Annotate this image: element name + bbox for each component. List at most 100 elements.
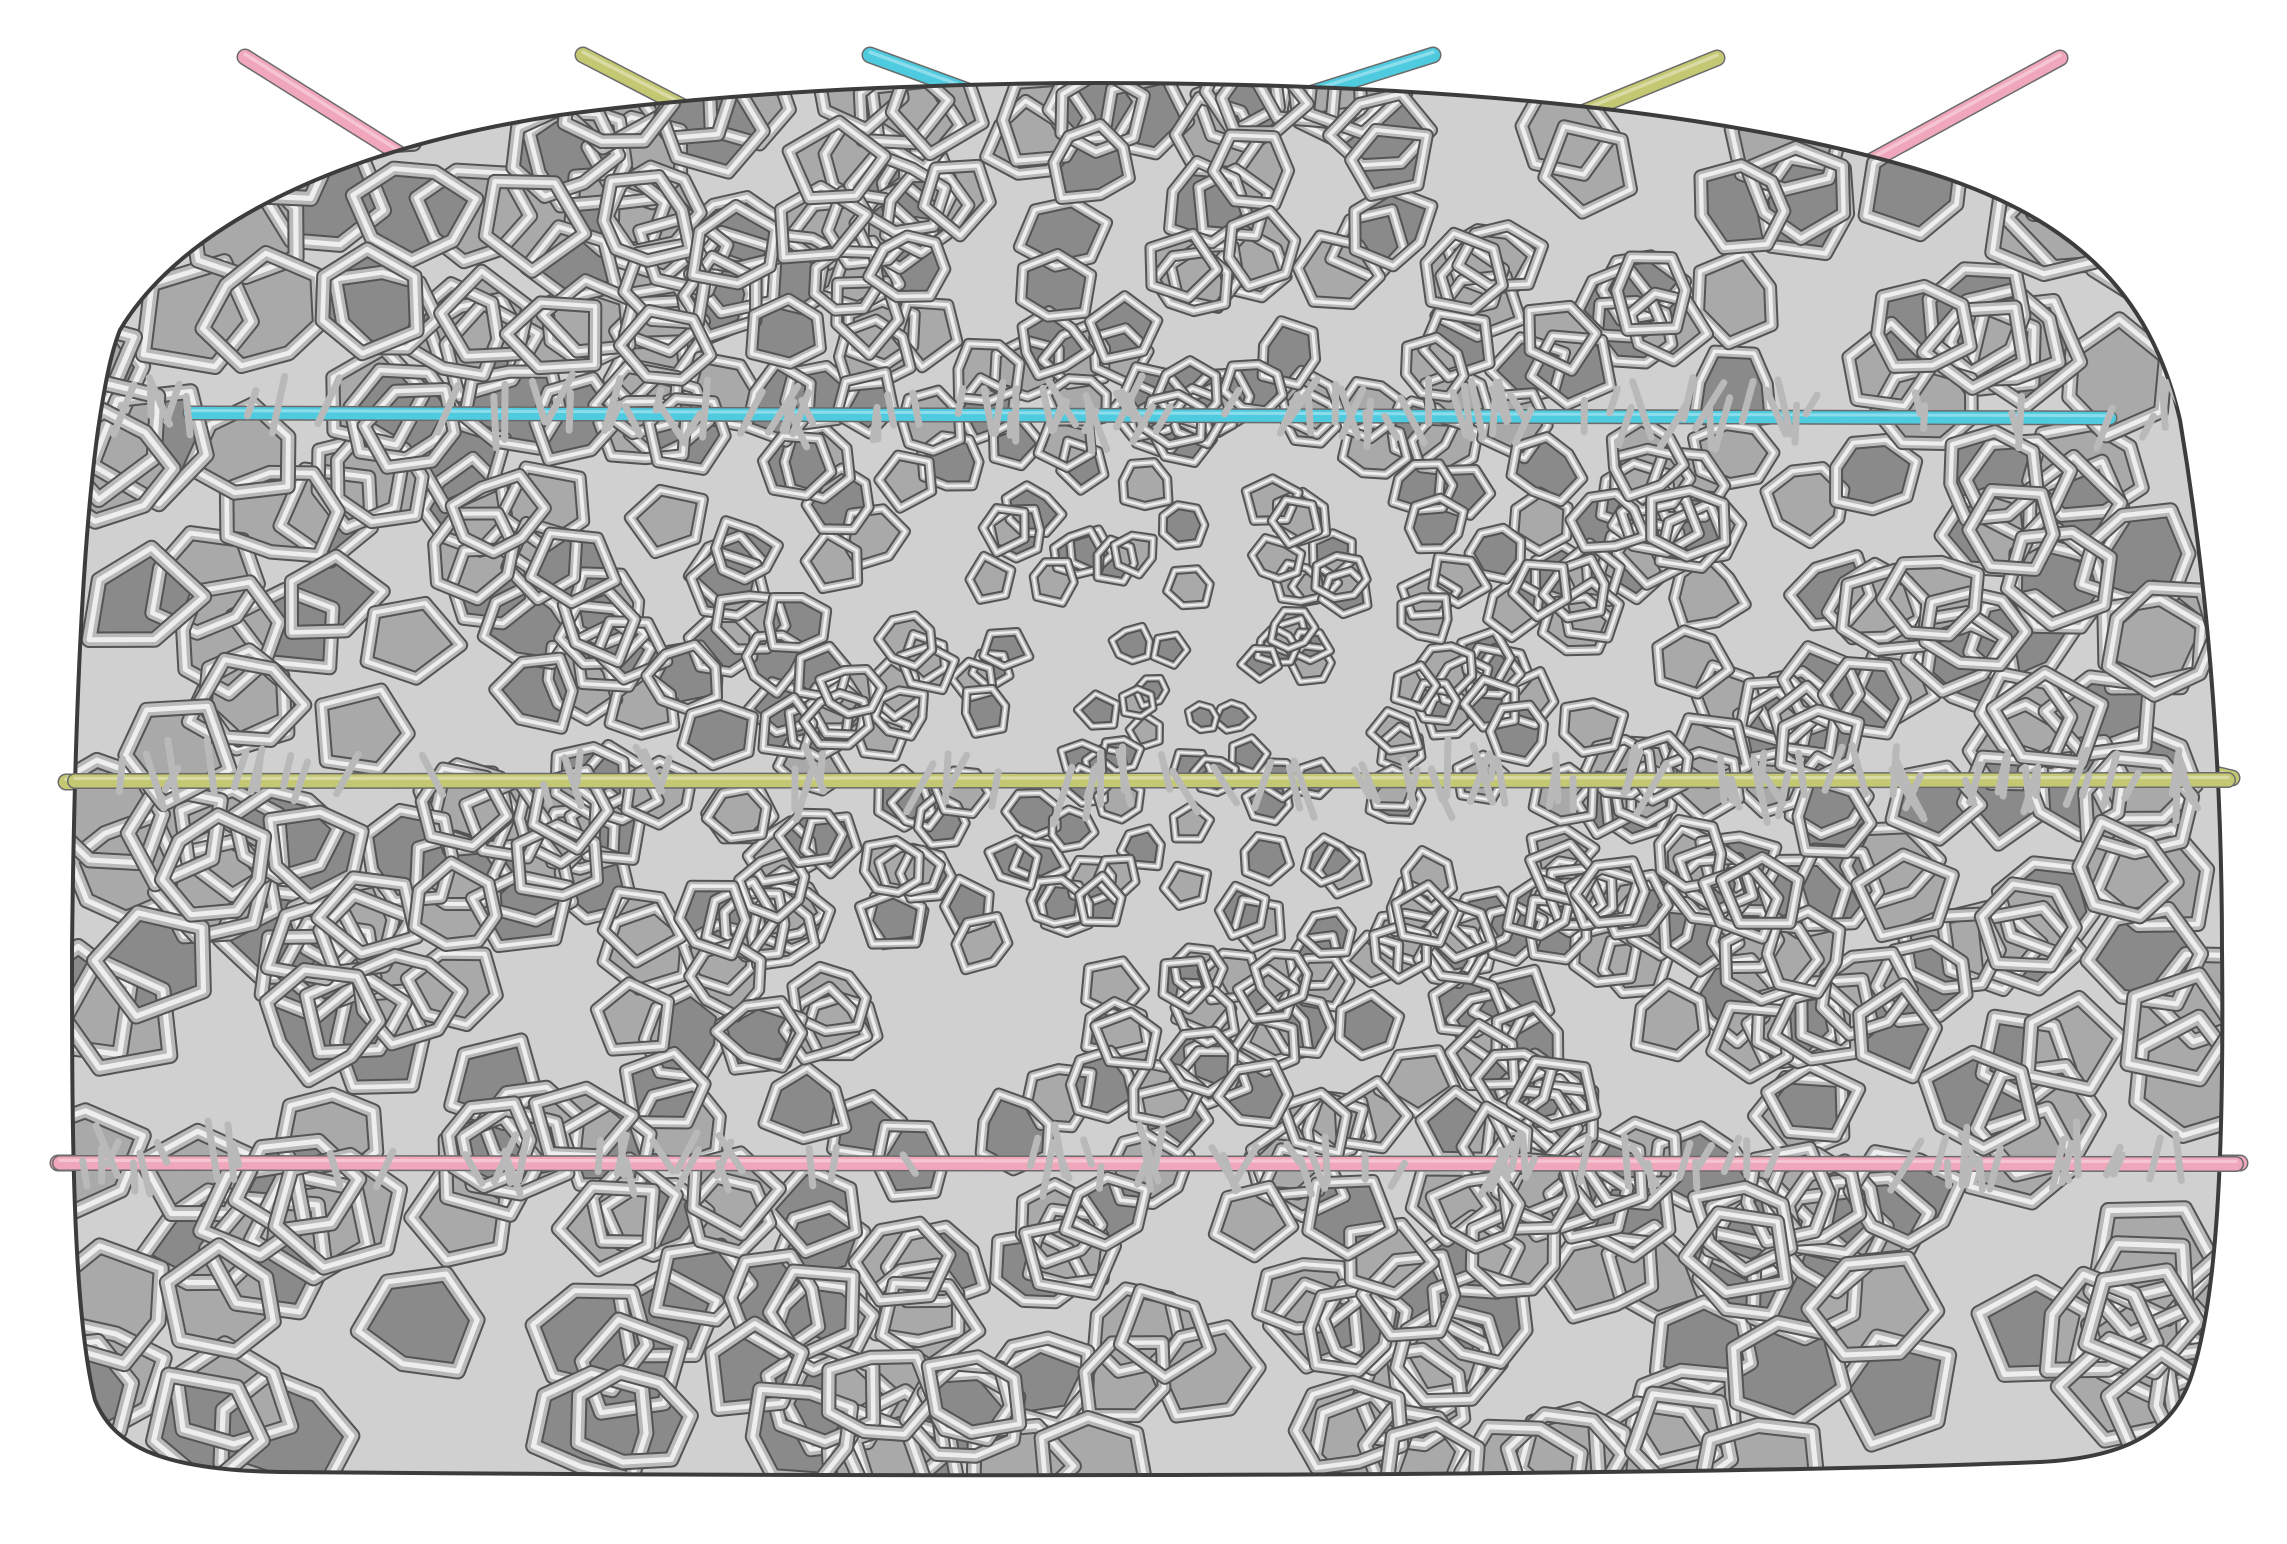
lattice-strut	[2032, 83, 2159, 199]
lattice-overlay-strut	[1095, 1163, 1105, 1192]
lattice-strut	[2144, 1409, 2223, 1476]
lattice-strut-shadow	[2158, 141, 2223, 259]
lattice-strut-highlight	[1165, 567, 1212, 607]
lattice-overlay-strut	[827, 1143, 840, 1183]
lattice-strut-highlight	[1593, 1401, 1719, 1476]
lattice-overlay-strut	[941, 750, 952, 806]
lattice-cell-hole	[171, 94, 296, 186]
lattice-strut-highlight	[1542, 124, 1633, 215]
lattice-strut-highlight	[950, 660, 995, 700]
lattice-overlay-strut	[253, 751, 264, 793]
lattice-overlay-strut	[2032, 763, 2042, 799]
lattice-cell-hole	[2153, 158, 2223, 254]
lattice-strut-highlight	[2146, 251, 2223, 363]
lattice-overlay-strut	[1911, 389, 1924, 418]
lattice-overlay-strut	[182, 392, 194, 439]
lattice-strut-highlight	[1765, 1063, 1862, 1138]
lattice-overlay-strut	[1621, 1133, 1632, 1190]
lattice-strut-shadow	[94, 89, 217, 202]
lattice-overlay-strut	[79, 1157, 91, 1190]
lattice-overlay-strut	[1363, 397, 1375, 451]
lattice-cell-hole	[2039, 83, 2153, 193]
lattice-strut-shadow	[2030, 83, 2161, 201]
lattice-strut-highlight	[1654, 1299, 1754, 1391]
lattice-strut-highlight	[2029, 116, 2137, 219]
lattice-cell-hole	[2032, 119, 2135, 217]
lattice-overlay-strut	[1943, 1159, 1953, 1189]
lattice-strut-highlight	[1595, 299, 1674, 365]
lattice-strut	[164, 87, 303, 193]
lattice-strut-highlight	[1980, 1014, 2073, 1102]
lattice-cell-hole	[103, 97, 209, 193]
lattice-strut-highlight	[964, 687, 1007, 736]
lattice-cell-hole	[2150, 1416, 2223, 1476]
lattice-strut-highlight	[72, 1320, 167, 1436]
lattice-overlay-strut	[1119, 743, 1128, 794]
lattice-strut	[2026, 112, 2141, 223]
lattice-strut-highlight	[100, 95, 211, 196]
lattice-overlay-strut	[2021, 763, 2034, 813]
lattice-overlay-strut	[594, 1136, 604, 1176]
lattice-strut-shadow	[2140, 245, 2223, 369]
lattice-overlay-strut	[1519, 1131, 1529, 1176]
lattice-overlay-strut	[565, 389, 574, 434]
lattice-strut-highlight	[218, 95, 338, 201]
lattice-strut-highlight	[1547, 1160, 1630, 1240]
lattice-cell-hole	[1162, 505, 1205, 546]
lattice-cell-hole	[2167, 149, 2223, 251]
lattice-strut-highlight	[993, 338, 1061, 399]
lattice-cell-hole	[2063, 126, 2165, 224]
lattice-strut	[2160, 143, 2223, 257]
lattice-strut-highlight	[1512, 490, 1570, 553]
lattice-strut-highlight	[2061, 123, 2168, 227]
lattice-cell-hole	[2069, 319, 2166, 436]
lattice-strut-highlight	[803, 531, 860, 590]
lattice-strut-highlight	[1107, 1131, 1191, 1206]
lattice-overlay-strut	[816, 750, 826, 783]
lattice-overlay-strut	[1958, 1123, 1971, 1189]
lattice-overlay-strut	[2073, 1118, 2082, 1179]
lattice-strut-highlight	[750, 895, 817, 967]
lattice-strut-highlight	[1449, 991, 1526, 1061]
lattice-overlay-strut	[699, 376, 712, 441]
lattice-strut-highlight	[1000, 83, 1092, 163]
lattice-overlay-strut	[490, 393, 500, 452]
lattice-overlay-strut	[573, 748, 584, 787]
lattice-strut-highlight	[72, 1108, 146, 1215]
lattice-rings	[72, 83, 2223, 1476]
lattice-strut-highlight	[526, 102, 628, 209]
lattice-overlay-strut	[1304, 393, 1315, 437]
lattice-overlay-strut	[2158, 375, 2169, 431]
lattice-strut-highlight	[1231, 736, 1269, 774]
lattice-cell-hole	[1019, 201, 1107, 267]
lattice-strut	[2057, 119, 2172, 231]
lattice-strut-highlight	[1460, 629, 1512, 687]
lattice-overlay-strut	[1692, 1158, 1701, 1192]
lattice-strut-highlight	[492, 656, 575, 731]
lattice-strut-highlight	[1092, 1286, 1182, 1374]
lattice-overlay-strut	[1716, 754, 1728, 805]
lattice-strut-highlight	[1341, 422, 1409, 476]
lattice-strut-highlight	[746, 819, 815, 884]
lattice-strut-shadow	[2055, 117, 2174, 233]
lattice-strut-highlight	[1974, 1063, 2102, 1177]
lattice-strut-highlight	[2036, 83, 2155, 195]
lattice-strut-shadow	[2142, 1407, 2223, 1476]
lattice-strut	[96, 91, 215, 200]
lattice-overlay-strut	[1321, 1133, 1331, 1186]
lattice-strut-highlight	[1119, 827, 1163, 868]
lattice-strut-highlight	[2164, 147, 2223, 253]
lattice-overlay-strut	[1331, 381, 1340, 426]
lattice-strut-shadow	[2024, 110, 2143, 225]
lattice-overlay-strut	[115, 755, 126, 796]
lattice-strut-highlight	[168, 91, 299, 189]
lattice-overlay-strut	[954, 385, 967, 417]
lattice-overlay-strut	[1791, 401, 1801, 446]
lattice-strut-highlight	[1059, 439, 1106, 492]
lattice-strut	[2147, 151, 2223, 261]
lattice-strut-highlight	[1059, 83, 1146, 154]
lattice-overlay-strut	[805, 1144, 817, 1190]
lattice-strut-highlight	[140, 258, 254, 370]
lattice-strut-highlight	[2151, 155, 2223, 257]
